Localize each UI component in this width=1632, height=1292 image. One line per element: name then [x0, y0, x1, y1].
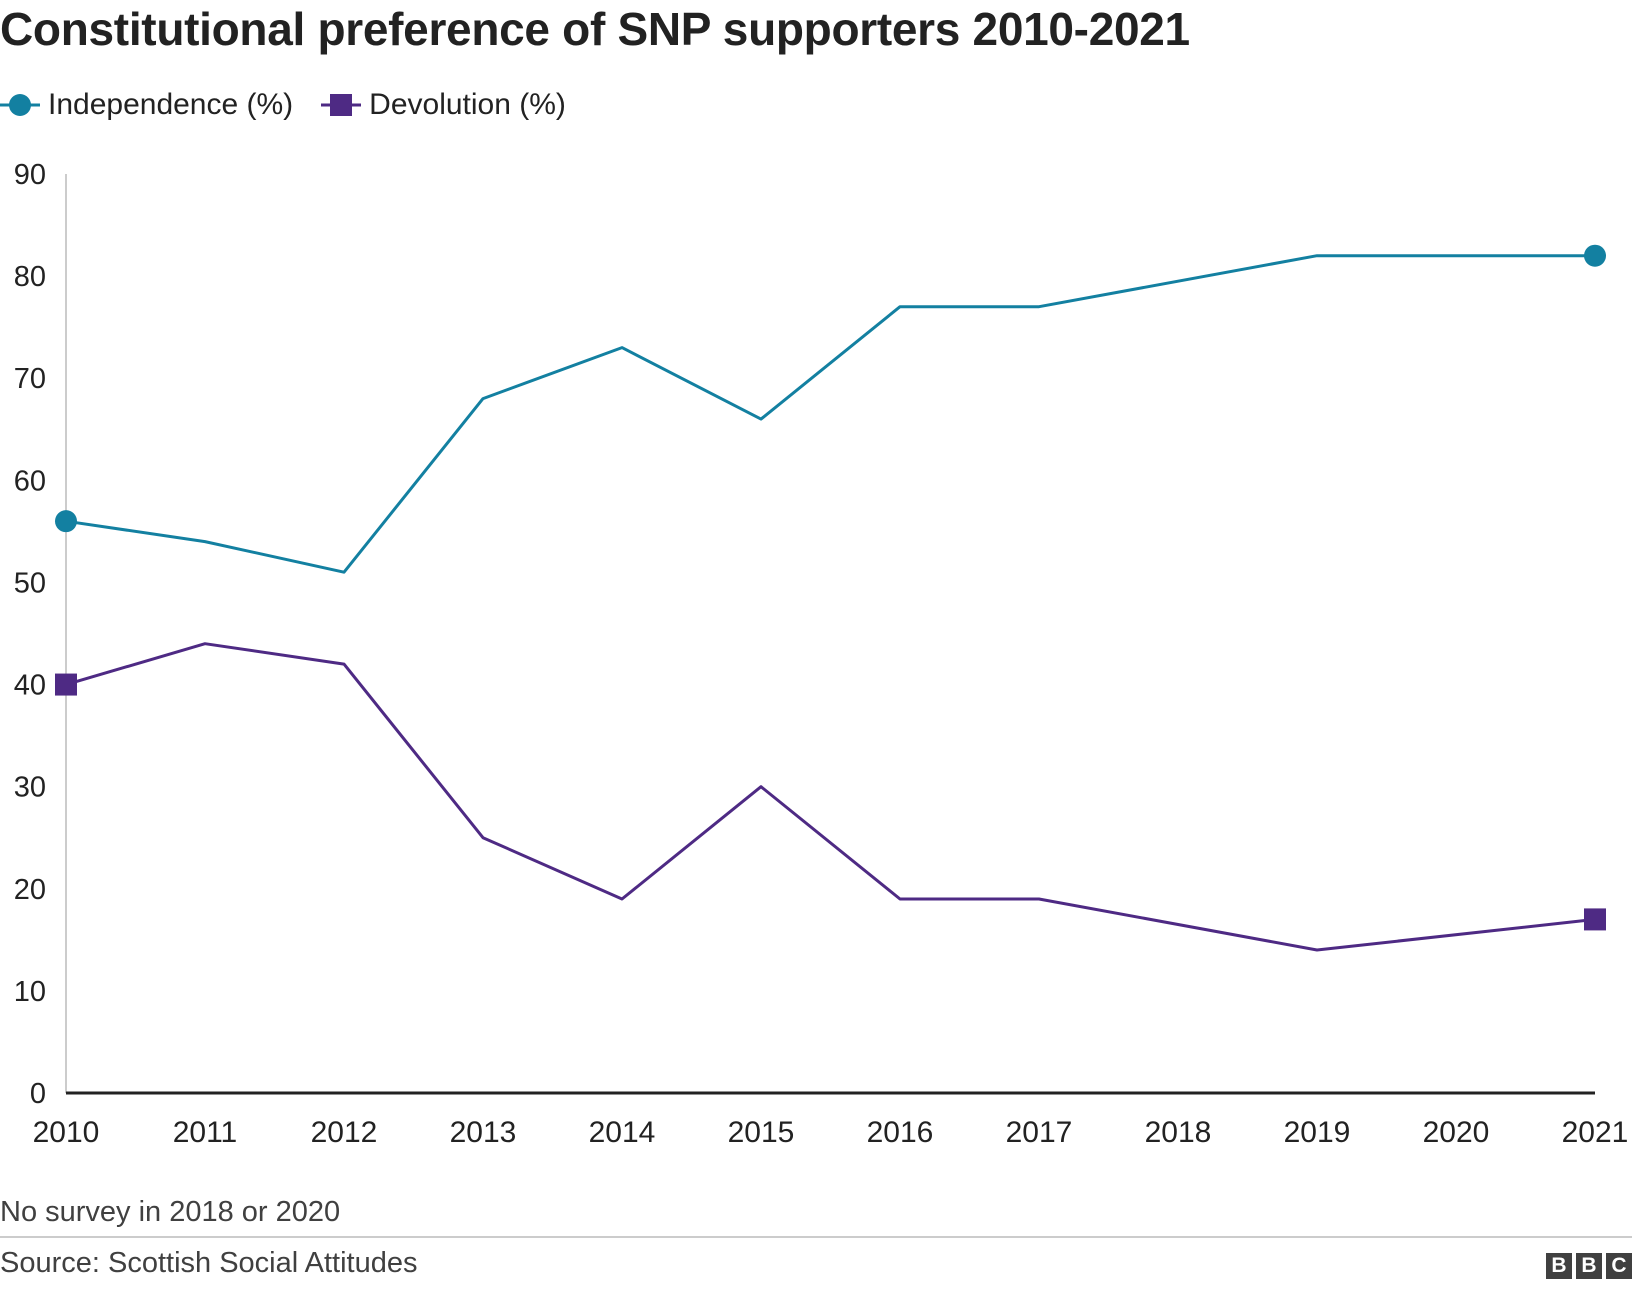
x-tick-label: 2012	[311, 1116, 378, 1149]
x-tick-label: 2017	[1006, 1116, 1073, 1149]
x-tick-label: 2016	[867, 1116, 934, 1149]
x-tick-label: 2019	[1284, 1116, 1351, 1149]
chart-note: No survey in 2018 or 2020	[0, 1196, 341, 1228]
legend-item-devolution: Devolution (%)	[321, 88, 566, 122]
x-tick-label: 2010	[33, 1116, 100, 1149]
bbc-logo-letter: B	[1546, 1253, 1572, 1279]
y-tick-label: 90	[14, 159, 46, 191]
data-point-independence	[1584, 244, 1606, 267]
bbc-logo: B B C	[1542, 1253, 1632, 1279]
source-text: Source: Scottish Social Attitudes	[0, 1247, 418, 1279]
x-tick-label: 2020	[1423, 1116, 1490, 1149]
bbc-logo-letter: C	[1606, 1253, 1632, 1279]
series-line-independence	[65, 254, 1595, 574]
y-tick-label: 70	[14, 363, 46, 395]
y-tick-label: 10	[14, 976, 46, 1008]
legend-label-devolution: Devolution (%)	[369, 88, 566, 121]
x-tick-label: 2018	[1145, 1116, 1212, 1149]
x-tick-label: 2013	[450, 1116, 517, 1149]
legend-independence-marker	[9, 94, 31, 116]
x-tick-label: 2014	[589, 1116, 656, 1149]
bbc-logo-letter: B	[1576, 1253, 1602, 1279]
legend-devolution-marker	[330, 94, 353, 116]
legend-item-independence: Independence (%)	[0, 88, 293, 122]
x-tick-label: 2011	[173, 1116, 238, 1149]
x-tick-label: 2021	[1562, 1116, 1629, 1149]
chart-title: Constitutional preference of SNP support…	[0, 3, 1190, 55]
line-chart: 0 10 20 30 40 50 60 70 80 90 2010 2011 2012 2013 2014 2…	[14, 159, 1629, 1149]
data-point-devolution	[55, 673, 77, 696]
legend-circle-marker-icon	[0, 94, 40, 116]
x-tick-label: 2015	[728, 1116, 795, 1149]
legend: Independence (%) Devolution (%)	[0, 88, 594, 122]
data-point-devolution	[1584, 908, 1606, 931]
source-divider	[0, 1236, 1632, 1238]
legend-square-marker-icon	[321, 94, 362, 116]
y-tick-label: 40	[14, 670, 46, 702]
y-tick-label: 60	[14, 465, 46, 497]
y-tick-label: 50	[14, 567, 46, 599]
y-tick-label: 0	[30, 1078, 46, 1110]
series-line-devolution	[65, 642, 1596, 952]
y-tick-label: 20	[14, 874, 46, 906]
y-tick-label: 30	[14, 772, 46, 804]
y-tick-label: 80	[14, 261, 46, 293]
data-point-independence	[55, 510, 77, 533]
legend-label-independence: Independence (%)	[48, 88, 294, 121]
